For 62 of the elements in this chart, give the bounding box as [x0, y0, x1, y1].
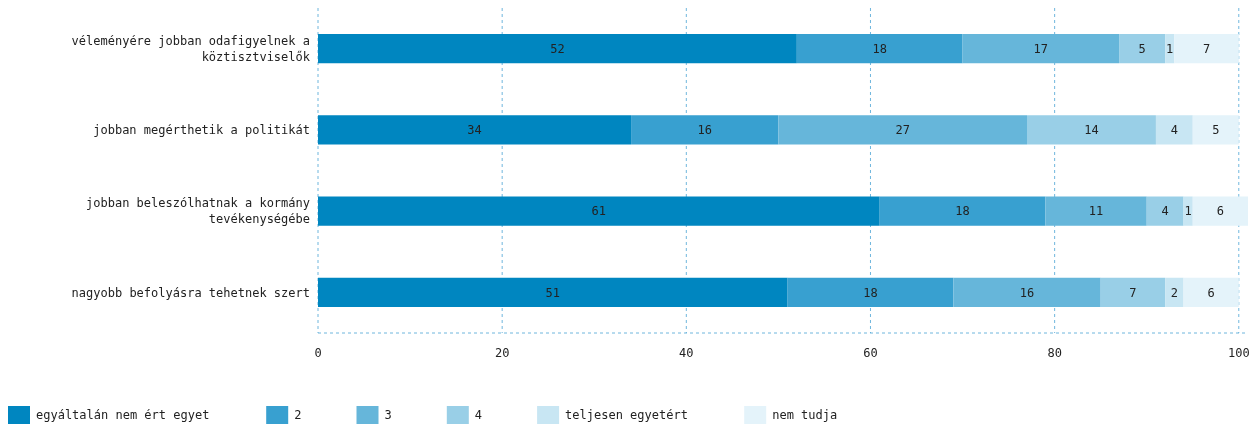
data-label: 52 [550, 41, 565, 56]
x-tick-label: 20 [494, 346, 510, 361]
data-label: 2 [1170, 285, 1178, 300]
data-label: 4 [1170, 123, 1178, 138]
data-label: 14 [1084, 123, 1099, 138]
data-label: 6 [1207, 285, 1215, 300]
data-label: 1 [1166, 41, 1174, 56]
legend-label: nem tudja [772, 408, 838, 423]
bar [1174, 34, 1239, 64]
bar [787, 277, 954, 307]
data-label: 16 [1019, 285, 1035, 300]
bar [1165, 277, 1184, 307]
bar [1146, 196, 1184, 226]
legend-label: 2 [294, 408, 302, 423]
data-label: 61 [591, 204, 607, 219]
x-tick-label: 100 [1227, 346, 1250, 361]
data-label: 34 [467, 123, 482, 138]
x-tick-label: 60 [863, 346, 878, 361]
bar [953, 277, 1101, 307]
bar [1045, 196, 1147, 226]
bar [1192, 196, 1248, 226]
bar [778, 115, 1028, 145]
bar [631, 115, 779, 145]
bar [318, 115, 632, 145]
bar [318, 34, 797, 64]
x-tick-label: 80 [1047, 346, 1062, 361]
y-tick-label: nagyobb befolyásra tehetnek szert [71, 285, 310, 300]
bar [1155, 115, 1193, 145]
data-label: 51 [545, 285, 561, 300]
y-tick-label: jobban beleszólhatnak a kormány tevékenységébe [86, 196, 310, 227]
bar [962, 34, 1120, 64]
y-tick-label: jobban megérthetik a politikát [93, 123, 310, 138]
data-label: 7 [1202, 41, 1211, 56]
data-label: 17 [1033, 41, 1049, 56]
bar [879, 196, 1046, 226]
legend-label: 3 [384, 408, 392, 423]
data-label: 27 [895, 123, 910, 138]
data-label: 11 [1088, 204, 1104, 219]
bar [1183, 277, 1239, 307]
data-label: 6 [1216, 204, 1224, 219]
bar [1192, 115, 1239, 145]
data-label: 5 [1212, 123, 1220, 138]
y-tick-label: véleményére jobban odafigyelnek a köztisztviselők [71, 33, 311, 64]
bar [1100, 277, 1166, 307]
legend-label: teljesen egyetért [565, 408, 688, 423]
bar [318, 196, 880, 226]
data-label: 7 [1129, 285, 1137, 300]
data-label: 1 [1184, 204, 1192, 219]
x-tick-label: 0 [314, 346, 322, 361]
data-label: 18 [955, 204, 970, 219]
bar [1027, 115, 1156, 145]
data-label: 4 [1161, 204, 1169, 219]
x-tick-label: 40 [679, 346, 694, 361]
data-label: 18 [872, 41, 887, 56]
legend-label: egyáltalán nem ért egyet [36, 408, 210, 423]
bar [1119, 34, 1166, 64]
legend-label: 4 [474, 408, 483, 423]
bar [318, 277, 788, 307]
data-label: 5 [1138, 41, 1146, 56]
data-label: 16 [697, 123, 712, 138]
bar [796, 34, 963, 64]
data-label: 18 [863, 285, 878, 300]
